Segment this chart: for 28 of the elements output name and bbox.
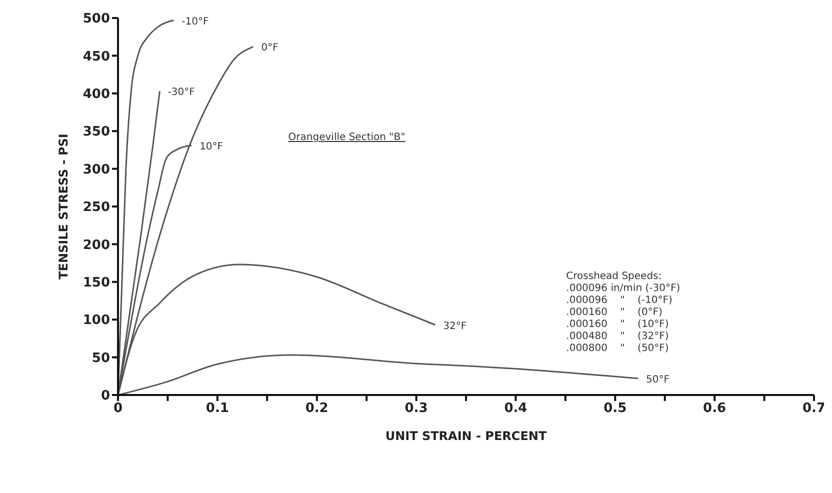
y-tick-label: 200 [82,238,110,253]
y-tick-label: 0 [100,388,110,404]
series-label: -30°F [168,87,196,98]
series-label: 0°F [261,42,279,54]
x-tick-label: 0.4 [504,401,528,416]
series-label: 32°F [443,320,467,332]
x-tick-label: 0.5 [604,401,627,416]
x-axis-title: UNIT STRAIN - PERCENT [385,429,548,443]
y-tick-label: 400 [82,87,110,102]
x-tick-label: 0.3 [404,401,428,416]
series-label: 50°F [646,374,670,386]
y-tick-label: 150 [82,276,110,291]
annotation: Crosshead Speeds: .000096 in/min (-30°F) .000096 " (-10°F) .000160 " (0°F) .000160 " (10°F) .000480 " (32°F) .000800 " (50°F) [566,271,680,356]
y-tick-label: 300 [82,162,110,178]
series-label: 10°F [200,141,224,152]
y-axis-title: TENSILE STRESS - PSI [56,134,70,280]
y-tick-label: 450 [82,49,110,64]
x-tick-label: 0.1 [206,401,229,416]
y-tick-label: 500 [82,12,110,27]
series-label: -10°F [182,16,210,28]
y-tick-label: 100 [82,313,110,328]
y-tick-label: 250 [82,200,110,216]
text: Orangeville Section "B" [288,132,406,143]
x-tick-label: 0.2 [305,401,328,416]
x-tick-label: 0 [113,401,123,416]
y-tick-label: 350 [82,124,110,140]
y-tick-label: 50 [92,350,110,366]
x-tick-label: 0.6 [703,401,726,416]
